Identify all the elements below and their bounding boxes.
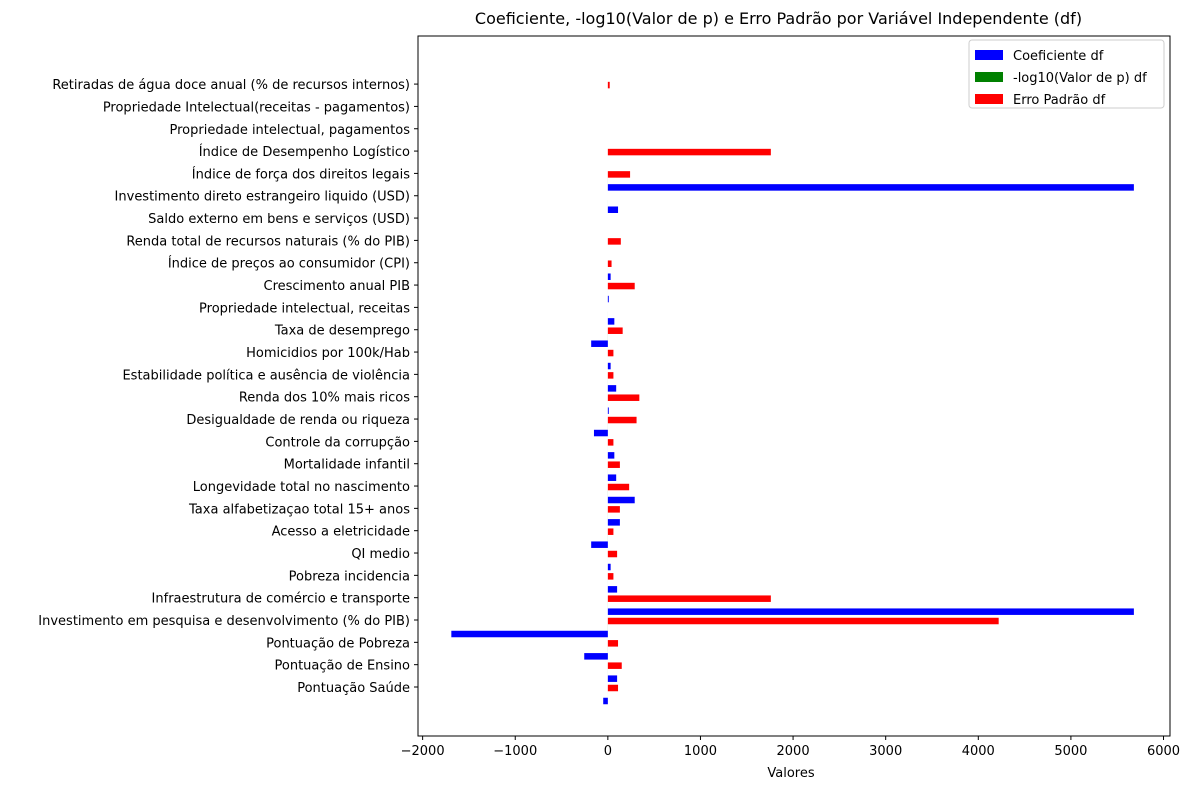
x-tick-label: 5000 bbox=[1054, 744, 1087, 759]
y-tick-label: Controle da corrupção bbox=[265, 435, 410, 450]
bar-erro-padrao-11 bbox=[607, 439, 614, 446]
bar-coeficiente-6 bbox=[607, 563, 611, 571]
bar-erro-padrao-0 bbox=[607, 684, 619, 692]
bar-coeficiente-10 bbox=[607, 474, 617, 481]
y-tick-label: Taxa alfabetizaçao total 15+ anos bbox=[188, 502, 410, 517]
bar-coeficiente-12 bbox=[593, 429, 608, 437]
bar-coeficiente-17 bbox=[607, 318, 615, 325]
y-tick-label: Desigualdade de renda ou riqueza bbox=[186, 413, 410, 428]
bar-erro-padrao-13 bbox=[607, 394, 640, 401]
bar-erro-padrao-1 bbox=[607, 662, 622, 669]
y-tick-label: Retiradas de água doce anual (% de recur… bbox=[52, 78, 410, 93]
y-tick-label: Pontuação Saúde bbox=[297, 681, 410, 696]
x-tick-label: 0 bbox=[604, 744, 612, 759]
bar-erro-padrao-18 bbox=[607, 282, 635, 290]
y-tick-label: Renda dos 10% mais ricos bbox=[239, 391, 410, 406]
bar-coeficiente-14 bbox=[607, 385, 617, 392]
y-tick-label: Propriedade Intelectual(receitas - pagam… bbox=[103, 100, 410, 115]
bar-erro-padrao-4 bbox=[607, 595, 771, 602]
legend-label: -log10(Valor de p) df bbox=[1013, 71, 1147, 86]
y-axis-ticks: Pontuação Saúde Pontuação de Ensino Pontua… bbox=[38, 78, 418, 696]
y-tick-label: Renda total de recursos naturais (% do P… bbox=[126, 234, 410, 249]
bar-coeficiente-16 bbox=[591, 340, 608, 347]
x-tick-label: 1000 bbox=[684, 744, 717, 759]
x-tick-label: 4000 bbox=[962, 744, 995, 759]
bars-layer bbox=[451, 81, 1134, 705]
bar-erro-padrao-14 bbox=[607, 372, 614, 379]
legend: Coeficiente df -log10(Valor de p) df Erro … bbox=[968, 39, 1165, 109]
bar-erro-padrao-20 bbox=[607, 238, 621, 245]
bar-erro-padrao-2 bbox=[607, 640, 619, 647]
y-tick-label: Estabilidade política e ausência de viol… bbox=[122, 368, 410, 383]
y-tick-label: Acesso a eletricidade bbox=[272, 525, 410, 540]
y-tick-label: Índice de Desempenho Logístico bbox=[199, 144, 410, 160]
y-tick-label: Pontuação de Pobreza bbox=[266, 636, 410, 651]
y-tick-label: Crescimento anual PIB bbox=[264, 279, 411, 294]
bar-coeficiente-5 bbox=[607, 586, 618, 593]
y-tick-label: Homicidios por 100k/Hab bbox=[246, 346, 410, 361]
bar-erro-padrao-19 bbox=[607, 260, 612, 267]
plot-frame bbox=[417, 35, 1171, 737]
y-tick-label: Saldo externo em bens e serviços (USD) bbox=[148, 212, 410, 227]
bar-erro-padrao-16 bbox=[607, 327, 623, 334]
legend-label: Coeficiente df bbox=[1013, 49, 1104, 64]
legend-swatch bbox=[975, 50, 1003, 60]
y-tick-label: QI medio bbox=[351, 547, 410, 562]
bar-coeficiente-8 bbox=[607, 519, 620, 526]
y-tick-label: Taxa de desemprego bbox=[274, 324, 410, 339]
y-tick-label: Pontuação de Ensino bbox=[275, 659, 411, 674]
bar-coeficiente-2 bbox=[584, 653, 608, 660]
bar-coeficiente-19 bbox=[607, 273, 611, 280]
x-tick-label: 2000 bbox=[777, 744, 810, 759]
y-tick-label: Mortalidade infantil bbox=[284, 458, 410, 473]
bar-coeficiente-0 bbox=[603, 697, 608, 705]
legend-swatch bbox=[975, 72, 1003, 82]
bar-erro-padrao-23 bbox=[607, 171, 631, 178]
bar-erro-padrao-7 bbox=[607, 528, 614, 535]
y-tick-label: Pobreza incidencia bbox=[289, 569, 410, 584]
bar-coeficiente-1 bbox=[607, 675, 618, 682]
y-tick-label: Infraestrutura de comércio e transporte bbox=[152, 592, 410, 607]
bar-coeficiente-15 bbox=[607, 362, 611, 370]
x-axis-label: Valores bbox=[767, 766, 814, 781]
bar-coeficiente-22 bbox=[607, 206, 619, 213]
x-axis-ticks: −2000 −1000 0 1000 2000 3000 4000 5000 6000 bbox=[401, 736, 1180, 759]
y-tick-label: Propriedade intelectual, pagamentos bbox=[170, 123, 411, 138]
x-tick-label: −2000 bbox=[401, 744, 445, 759]
chart-title: Coeficiente, -log10(Valor de p) e Erro P… bbox=[475, 9, 1082, 28]
bar-coeficiente-7 bbox=[591, 541, 608, 548]
bar-erro-padrao-9 bbox=[607, 483, 630, 491]
legend-swatch bbox=[975, 94, 1003, 104]
bar-erro-padrao-6 bbox=[607, 550, 618, 558]
legend-box bbox=[968, 39, 1165, 109]
bar-coeficiente-9 bbox=[607, 496, 635, 504]
bar-erro-padrao-12 bbox=[607, 416, 637, 424]
bar-erro-padrao-3 bbox=[607, 617, 999, 625]
y-tick-label: Longevidade total no nascimento bbox=[193, 480, 410, 495]
bar-coeficiente-18 bbox=[607, 295, 609, 303]
y-tick-label: Propriedade intelectual, receitas bbox=[199, 301, 410, 316]
bar-erro-padrao-24 bbox=[607, 148, 771, 156]
x-tick-label: −1000 bbox=[493, 744, 537, 759]
x-tick-label: 6000 bbox=[1147, 744, 1180, 759]
x-tick-label: 3000 bbox=[869, 744, 902, 759]
bar-erro-padrao-10 bbox=[607, 461, 620, 468]
bar-erro-padrao-8 bbox=[607, 506, 620, 513]
y-tick-label: Índice de força dos direitos legais bbox=[192, 166, 410, 182]
bar-coeficiente-3 bbox=[451, 630, 608, 638]
y-tick-label: Índice de preços ao consumidor (CPI) bbox=[168, 256, 410, 272]
bar-erro-padrao-27 bbox=[607, 81, 610, 89]
bar-erro-padrao-5 bbox=[607, 573, 614, 580]
bar-coeficiente-11 bbox=[607, 452, 615, 459]
bar-coeficiente-4 bbox=[607, 608, 1134, 615]
bar-erro-padrao-15 bbox=[607, 349, 614, 357]
legend-label: Erro Padrão df bbox=[1013, 93, 1106, 108]
y-tick-label: Investimento em pesquisa e desenvolvimen… bbox=[38, 614, 410, 629]
bar-coeficiente-13 bbox=[607, 407, 609, 414]
bar-coeficiente-23 bbox=[607, 184, 1134, 191]
y-tick-label: Investimento direto estrangeiro liquido … bbox=[115, 190, 410, 205]
